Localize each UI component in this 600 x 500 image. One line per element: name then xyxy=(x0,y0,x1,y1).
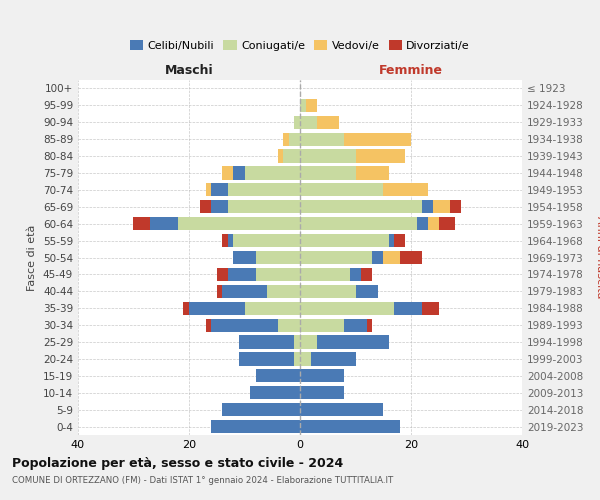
Bar xyxy=(300,336,317,348)
Text: Femmine: Femmine xyxy=(379,64,443,76)
Bar xyxy=(206,318,211,332)
Bar xyxy=(266,284,300,298)
Bar xyxy=(422,200,433,213)
Bar xyxy=(250,386,300,400)
Bar xyxy=(394,302,422,315)
Bar xyxy=(256,369,300,382)
Bar xyxy=(389,234,394,247)
Text: COMUNE DI ORTEZZANO (FM) - Dati ISTAT 1° gennaio 2024 - Elaborazione TUTTITALIA.: COMUNE DI ORTEZZANO (FM) - Dati ISTAT 1°… xyxy=(12,476,393,485)
Bar xyxy=(239,336,295,348)
Bar xyxy=(217,268,228,281)
Bar xyxy=(300,302,394,315)
Bar xyxy=(394,234,406,247)
Bar xyxy=(300,420,400,433)
Bar xyxy=(367,318,372,332)
Bar xyxy=(355,150,406,162)
Bar xyxy=(222,403,300,416)
Bar xyxy=(133,217,150,230)
Bar xyxy=(317,116,339,129)
Bar xyxy=(184,302,189,315)
Bar xyxy=(350,268,361,281)
Legend: Celibi/Nubili, Coniugati/e, Vedovi/e, Divorziati/e: Celibi/Nubili, Coniugati/e, Vedovi/e, Di… xyxy=(125,36,475,56)
Bar xyxy=(428,217,439,230)
Bar xyxy=(211,184,228,196)
Text: Maschi: Maschi xyxy=(164,64,214,76)
Bar xyxy=(211,318,278,332)
Bar xyxy=(300,166,355,179)
Bar xyxy=(300,251,372,264)
Bar xyxy=(416,217,428,230)
Bar xyxy=(311,352,355,366)
Bar xyxy=(211,420,300,433)
Bar xyxy=(178,217,300,230)
Bar xyxy=(355,166,389,179)
Bar xyxy=(300,268,350,281)
Bar xyxy=(295,352,300,366)
Bar xyxy=(300,386,344,400)
Bar xyxy=(305,99,317,112)
Y-axis label: Fasce di età: Fasce di età xyxy=(28,224,37,290)
Bar xyxy=(239,352,295,366)
Bar xyxy=(222,284,266,298)
Bar xyxy=(283,150,300,162)
Y-axis label: Anni di nascita: Anni di nascita xyxy=(595,216,600,298)
Bar xyxy=(422,302,439,315)
Bar xyxy=(200,200,211,213)
Bar xyxy=(300,318,344,332)
Bar xyxy=(256,268,300,281)
Bar xyxy=(295,336,300,348)
Bar xyxy=(245,302,300,315)
Bar xyxy=(433,200,450,213)
Bar xyxy=(300,200,422,213)
Bar xyxy=(233,166,245,179)
Bar xyxy=(222,234,228,247)
Bar xyxy=(233,251,256,264)
Bar xyxy=(300,132,344,146)
Bar xyxy=(278,150,283,162)
Bar xyxy=(383,184,428,196)
Bar xyxy=(317,336,389,348)
Bar xyxy=(300,352,311,366)
Bar xyxy=(289,132,300,146)
Bar xyxy=(278,318,300,332)
Bar xyxy=(300,150,355,162)
Bar xyxy=(245,166,300,179)
Bar xyxy=(300,234,389,247)
Bar xyxy=(344,132,411,146)
Bar xyxy=(439,217,455,230)
Bar xyxy=(361,268,372,281)
Bar xyxy=(450,200,461,213)
Bar xyxy=(295,116,300,129)
Bar xyxy=(300,369,344,382)
Bar xyxy=(300,284,355,298)
Bar xyxy=(300,403,383,416)
Text: Popolazione per età, sesso e stato civile - 2024: Popolazione per età, sesso e stato civil… xyxy=(12,458,343,470)
Bar xyxy=(300,184,383,196)
Bar xyxy=(400,251,422,264)
Bar xyxy=(300,99,305,112)
Bar xyxy=(383,251,400,264)
Bar xyxy=(300,217,416,230)
Bar xyxy=(283,132,289,146)
Bar xyxy=(211,200,228,213)
Bar xyxy=(355,284,378,298)
Bar xyxy=(372,251,383,264)
Bar xyxy=(233,234,300,247)
Bar xyxy=(206,184,211,196)
Bar xyxy=(256,251,300,264)
Bar xyxy=(344,318,367,332)
Bar xyxy=(300,116,317,129)
Bar xyxy=(189,302,245,315)
Bar xyxy=(228,268,256,281)
Bar xyxy=(228,200,300,213)
Bar xyxy=(228,184,300,196)
Bar xyxy=(228,234,233,247)
Bar xyxy=(150,217,178,230)
Bar xyxy=(222,166,233,179)
Bar xyxy=(217,284,222,298)
